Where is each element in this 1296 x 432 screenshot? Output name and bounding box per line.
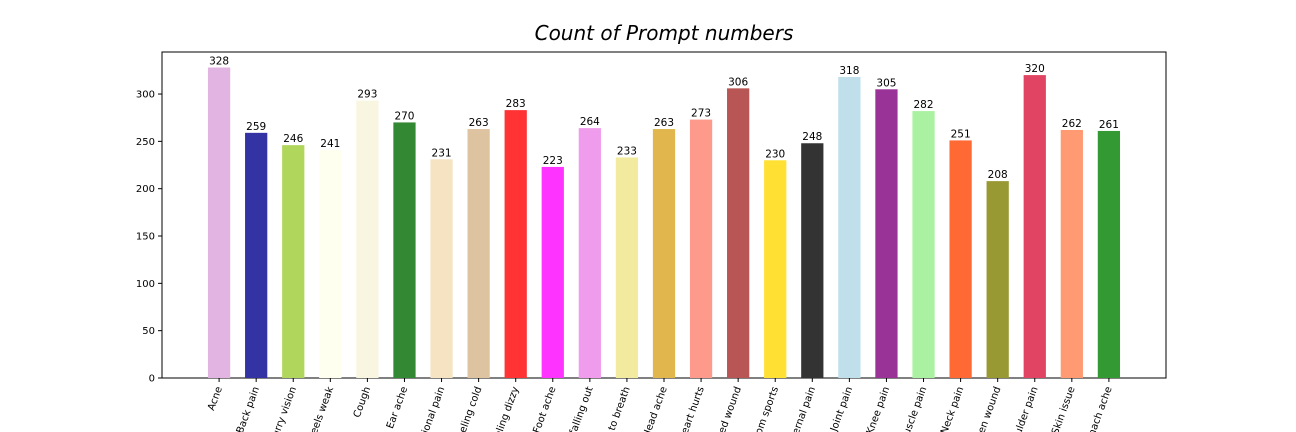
value-label: 305 <box>876 77 896 89</box>
x-tick-label: Heart hurts <box>677 385 707 432</box>
x-tick-label: Acne <box>206 385 225 412</box>
bar <box>282 145 305 378</box>
x-tick-label: Emotional pain <box>411 385 447 432</box>
y-tick-label: 100 <box>136 279 155 290</box>
value-label: 208 <box>988 169 1008 181</box>
y-tick-label: 50 <box>142 326 155 337</box>
x-tick-label: Head ache <box>641 385 670 432</box>
y-tick-label: 0 <box>149 374 155 385</box>
value-label: 282 <box>914 99 934 111</box>
bar <box>727 88 750 378</box>
value-label: 230 <box>765 148 785 160</box>
x-tick-label: Hard to breath <box>597 385 632 432</box>
value-label: 293 <box>357 89 377 101</box>
value-label: 233 <box>617 145 637 157</box>
value-label: 251 <box>951 128 971 140</box>
value-label: 248 <box>802 131 822 143</box>
x-tick-label: Knee pain <box>865 385 892 432</box>
bar <box>652 129 676 378</box>
bar <box>393 122 416 379</box>
bar <box>838 76 861 378</box>
y-tick-label: 150 <box>136 232 155 243</box>
value-label: 231 <box>432 147 452 159</box>
bar <box>801 143 824 378</box>
x-tick-label: Joint pain <box>828 385 855 432</box>
x-tick-label: Foot ache <box>532 385 559 432</box>
x-tick-label: Infected wound <box>707 385 744 432</box>
y-tick-label: 250 <box>136 137 155 148</box>
bar <box>764 160 787 378</box>
value-label: 263 <box>469 117 489 129</box>
x-tick-label: Cough <box>352 385 373 419</box>
bar <box>541 166 564 378</box>
bar <box>1023 75 1046 378</box>
x-tick-label: Shoulder pain <box>1007 385 1041 432</box>
bar <box>467 129 490 378</box>
bar <box>912 111 935 379</box>
value-label: 283 <box>506 98 526 110</box>
value-label: 262 <box>1062 118 1082 130</box>
x-tick-label: Neck pain <box>939 385 966 432</box>
x-tick-label: Muscle pain <box>899 385 930 432</box>
bar <box>356 100 379 378</box>
bar <box>875 89 898 378</box>
x-tick-label: Feeling dizzy <box>489 385 521 432</box>
bar <box>949 140 972 378</box>
value-label: 273 <box>691 108 711 120</box>
bar <box>504 110 527 378</box>
bar <box>615 157 639 378</box>
bar <box>578 128 601 378</box>
x-tick-label: Hair falling out <box>560 385 596 432</box>
bar <box>986 181 1009 378</box>
x-tick-label: Blurry vision <box>267 385 299 432</box>
x-tick-label: Internal pain <box>786 385 818 432</box>
chart-title: Count of Prompt numbers <box>535 21 794 45</box>
value-label: 264 <box>580 116 600 128</box>
value-label: 241 <box>320 138 340 150</box>
value-label: 263 <box>654 117 674 129</box>
value-label: 223 <box>543 155 563 167</box>
value-label: 246 <box>283 133 303 145</box>
x-tick-label: Skin issue <box>1050 385 1077 432</box>
y-tick-label: 300 <box>136 90 155 101</box>
bar <box>245 132 268 378</box>
x-tick-label: Stomach ache <box>1080 385 1115 432</box>
x-tick-label: Ear ache <box>385 385 410 430</box>
x-tick-label: Open wound <box>972 385 1004 432</box>
y-tick-label: 200 <box>136 184 155 195</box>
x-tick-label: Injury from sports <box>740 385 781 432</box>
x-tick-label: Body feels weak <box>298 385 336 432</box>
bar <box>319 149 342 378</box>
value-label: 270 <box>394 110 414 122</box>
x-tick-label: Feeling cold <box>454 385 485 432</box>
value-label: 259 <box>246 121 266 133</box>
value-label: 261 <box>1099 119 1119 131</box>
bar <box>1060 129 1083 378</box>
value-label: 320 <box>1025 63 1045 75</box>
bar <box>1097 130 1121 378</box>
x-tick-label: Back pain <box>235 385 262 432</box>
bar <box>689 119 713 379</box>
bar <box>207 67 231 379</box>
value-label: 318 <box>839 65 859 77</box>
bar <box>430 159 453 378</box>
value-label: 328 <box>209 56 229 68</box>
value-label: 306 <box>728 76 748 88</box>
